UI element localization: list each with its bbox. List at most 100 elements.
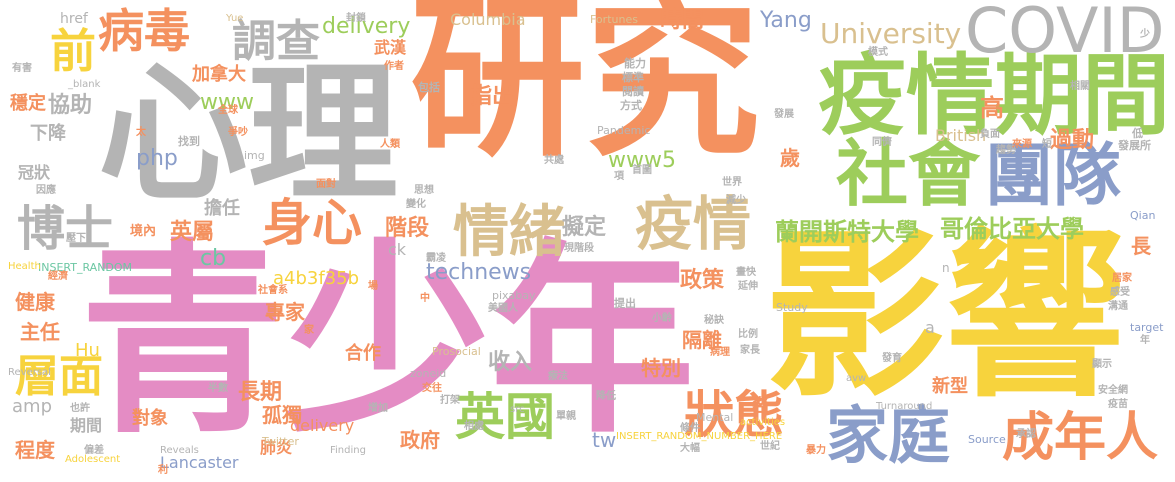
word: 名 (752, 396, 770, 417)
word: www5 (608, 148, 676, 173)
word: _blank (68, 79, 101, 90)
word: 蘭開斯特大學 (775, 218, 919, 246)
word: 比例 (738, 329, 758, 340)
word: 前 (50, 24, 96, 78)
word: Qian (1130, 209, 1156, 222)
word: 相關 (1070, 81, 1090, 92)
word: Study (776, 301, 808, 314)
word: 負面 (980, 129, 1000, 140)
word: avw (846, 373, 867, 384)
word: 也許 (70, 403, 90, 414)
word: 武漢 (374, 38, 407, 57)
word: 肺炎 (260, 438, 293, 457)
word: 哥倫比亞大學 (940, 215, 1084, 243)
word: Yang (760, 8, 812, 33)
word: 增加 (368, 403, 388, 414)
word: 畫快 (736, 267, 756, 278)
word: 青少年 (80, 223, 695, 461)
word: Reveals (160, 445, 199, 456)
word: 共處 (544, 155, 564, 166)
word: 世紀 (760, 441, 780, 452)
word: 利 (158, 465, 168, 476)
word: 提出 (614, 297, 636, 310)
word: 階段 (385, 216, 430, 241)
word: 趨勢 (996, 145, 1016, 156)
word: 身心 (262, 194, 362, 252)
word: 作者 (384, 61, 404, 72)
word: delivery (322, 14, 411, 39)
word: Finding (330, 445, 366, 456)
word: British (935, 126, 987, 145)
word: img (244, 149, 265, 162)
word: 擬定 (562, 215, 607, 240)
word: 交往 (422, 383, 442, 394)
word: 太 (136, 127, 146, 138)
word: pixabay (492, 289, 536, 302)
word: Fortunes (590, 13, 638, 26)
word: 英屬 (170, 220, 215, 245)
word: 中 (420, 293, 430, 304)
word: Pandemic (597, 124, 651, 137)
word: activities (740, 417, 786, 428)
word: 顯示 (1092, 359, 1112, 370)
word: 條件 (680, 423, 700, 434)
word: 協助 (48, 93, 93, 118)
word: target (1130, 321, 1164, 334)
word: 打架 (440, 395, 460, 406)
word: Turnaround (876, 401, 933, 412)
word: 暴力 (806, 445, 826, 456)
word: 時間 (660, 8, 705, 33)
word: INSERT_RANDOM (38, 261, 133, 274)
word: 思想 (414, 185, 434, 196)
word: Health (8, 261, 41, 272)
word: 秘訣 (704, 315, 724, 326)
word: 長 (1131, 234, 1151, 258)
word: University (820, 17, 962, 50)
word: 療法 (548, 371, 568, 382)
word: 英國 (455, 388, 555, 446)
word: 冠狀 (18, 163, 51, 182)
word: 居家 (1112, 273, 1132, 284)
word: 少 (1140, 29, 1150, 40)
word: 病理 (710, 347, 730, 358)
word: www (200, 90, 254, 115)
word: 低 (1132, 127, 1143, 140)
word: 狀態 (684, 386, 784, 444)
word: technews (426, 260, 532, 285)
word: 家 (304, 325, 314, 336)
word: 降低 (596, 391, 616, 402)
word: 項 (614, 171, 624, 182)
word: 現階段 (564, 243, 594, 254)
word: 合作 (345, 343, 381, 364)
word: 安全網 (1098, 385, 1128, 396)
word: 高 (980, 94, 1004, 122)
word: 感受 (1110, 287, 1130, 298)
word: 封鎖 (346, 13, 366, 24)
word: 發展所 (1118, 139, 1151, 152)
word: 大幅 (680, 443, 700, 454)
word: 面對 (316, 179, 336, 190)
word: 減少 (726, 195, 746, 206)
word: amp (12, 396, 52, 417)
word: 世界 (722, 177, 742, 188)
word: delivery (290, 416, 355, 435)
word: 首圖 (632, 165, 652, 176)
word: COVID (965, 0, 1165, 67)
word: n (942, 261, 950, 275)
word: 單親 (556, 411, 576, 422)
word: 變化 (406, 199, 426, 210)
word: 家長 (740, 345, 760, 356)
word: Columbia (450, 10, 526, 29)
word: 找到 (178, 135, 200, 148)
word: Adolescent (65, 454, 121, 465)
word: 相處 (464, 421, 484, 432)
word: 心理 (98, 48, 399, 222)
word: 成年人 (1002, 408, 1159, 468)
word: 社會系 (258, 285, 288, 296)
word: 主任 (20, 320, 60, 344)
word: 隔離 (682, 328, 722, 352)
word: 能力 (624, 57, 646, 70)
word: 因應 (36, 185, 56, 196)
word: 穩定 (10, 93, 46, 114)
